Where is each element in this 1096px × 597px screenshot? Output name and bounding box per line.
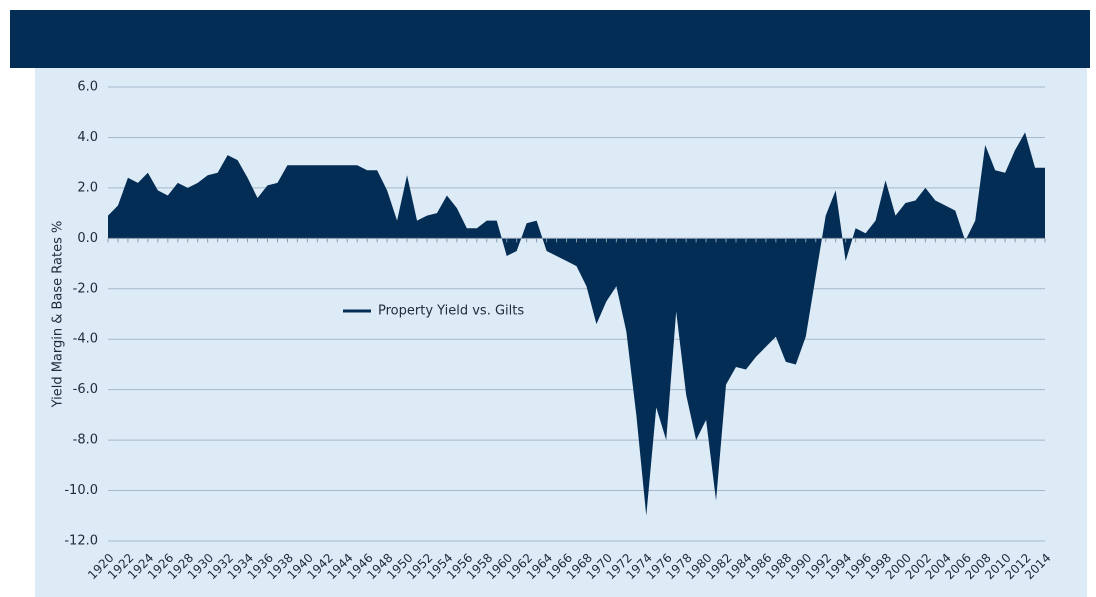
y-tick-label: 6.0 bbox=[77, 80, 98, 95]
area bbox=[108, 132, 1045, 516]
y-tick-label: -10.0 bbox=[64, 483, 98, 498]
y-tick-label: -2.0 bbox=[73, 281, 98, 296]
y-tick-label: -8.0 bbox=[73, 433, 98, 448]
y-tick-label: -12.0 bbox=[64, 534, 98, 549]
y-tick-label: -6.0 bbox=[73, 382, 98, 397]
legend-label: Property Yield vs. Gilts bbox=[378, 304, 524, 319]
header-bar bbox=[10, 10, 1090, 68]
y-tick-label: -4.0 bbox=[73, 332, 98, 347]
plot-background bbox=[35, 68, 1087, 597]
y-axis-label: Yield Margin & Base Rates % bbox=[51, 221, 66, 409]
y-tick-label: 2.0 bbox=[77, 180, 98, 195]
y-tick-label: 0.0 bbox=[77, 231, 98, 246]
y-tick-label: 4.0 bbox=[77, 130, 98, 145]
